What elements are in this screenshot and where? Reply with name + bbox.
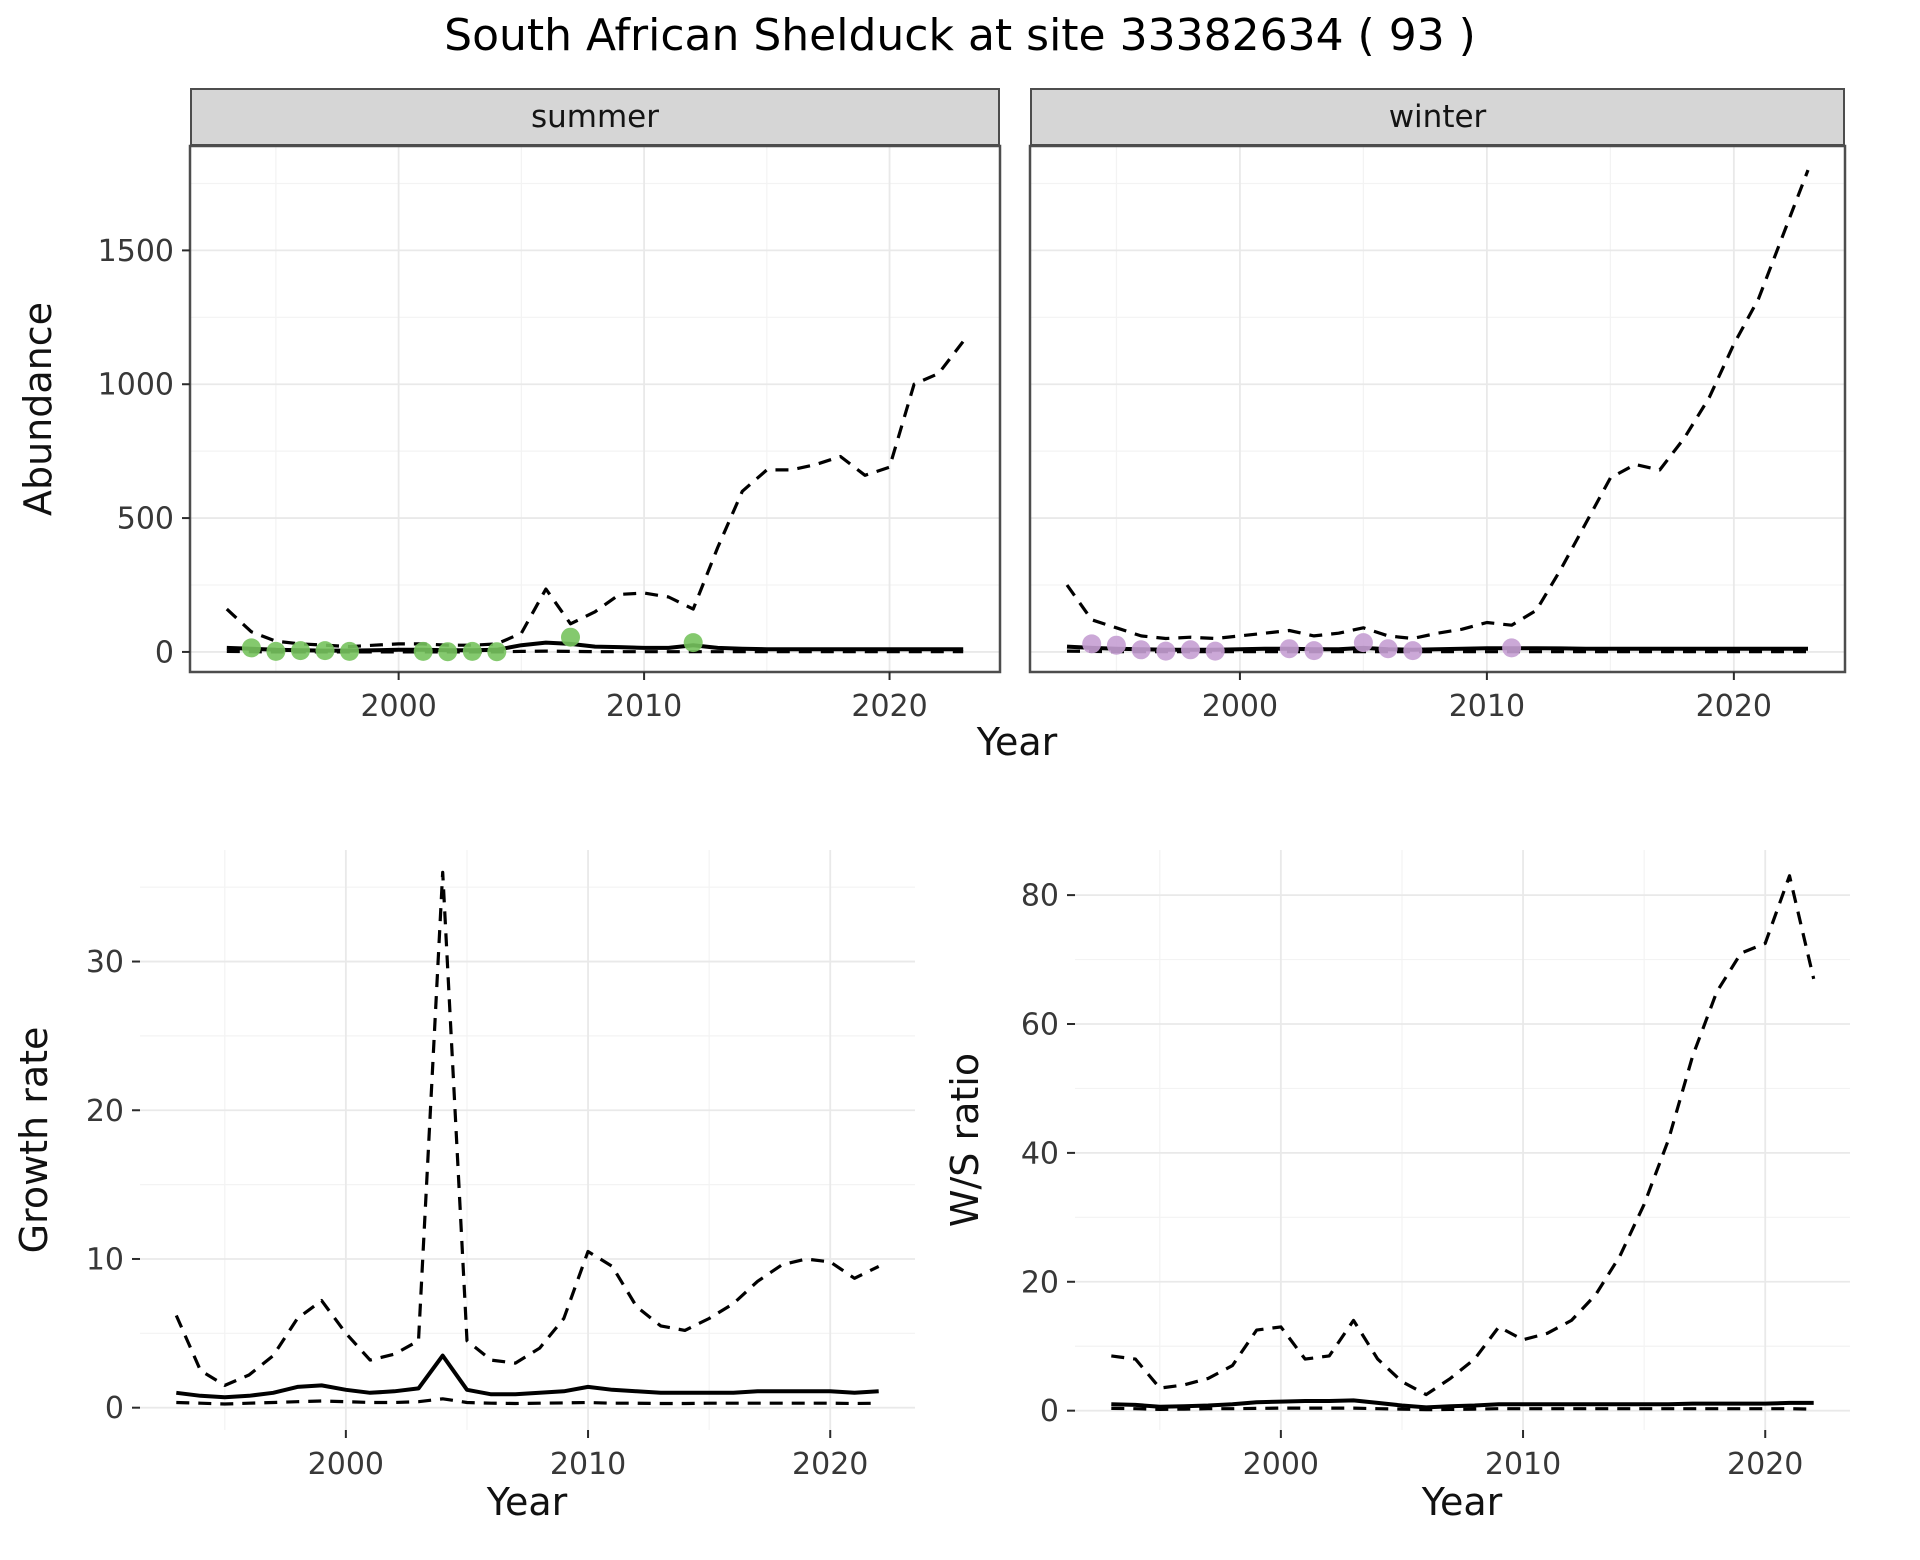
y-tick-label: 1000 xyxy=(98,368,174,403)
data-point xyxy=(1131,640,1151,660)
gridlines xyxy=(1030,146,1845,672)
data-point xyxy=(1082,634,1102,654)
observed-points xyxy=(1082,633,1522,661)
data-point xyxy=(1279,639,1299,659)
data-point xyxy=(1205,641,1225,661)
data-point xyxy=(438,642,458,662)
facet-strip-winter-label: winter xyxy=(1388,99,1487,135)
data-point xyxy=(241,638,261,658)
observed-points xyxy=(241,627,703,662)
series-mean xyxy=(176,1353,879,1400)
x-tick-label: 2000 xyxy=(308,1447,384,1482)
panel-background xyxy=(1075,850,1850,1430)
figure-title: South African Shelduck at site 33382634 … xyxy=(444,10,1476,61)
y-tick-label: 0 xyxy=(155,635,174,670)
y-tick-label: 30 xyxy=(86,945,124,980)
x-tick-label: 2020 xyxy=(792,1447,868,1482)
x-tick-label: 2010 xyxy=(1449,689,1525,724)
data-point xyxy=(1106,635,1126,655)
chart-panel-ws-ratio: 2000 2010 2020 0 20 40 60 80 xyxy=(1021,850,1850,1482)
axis-ticks: 2000 2010 2020 0 10 20 30 xyxy=(86,945,869,1482)
data-point xyxy=(1502,638,1522,658)
x-tick-label: 2020 xyxy=(1696,689,1772,724)
axis-ticks: 2000 2010 2020 0 500 1000 1500 xyxy=(98,234,928,724)
x-tick-label: 2020 xyxy=(851,689,927,724)
panel-border xyxy=(1028,144,1847,674)
x-tick-label: 2010 xyxy=(606,689,682,724)
series-mean xyxy=(1111,1398,1814,1410)
series-lower-ci xyxy=(176,1397,879,1406)
data-point xyxy=(1181,640,1200,660)
data-point xyxy=(1156,641,1176,661)
series-lower-ci xyxy=(1066,649,1808,654)
data-point xyxy=(291,641,310,661)
y-tick-label: 500 xyxy=(117,502,174,537)
data-point xyxy=(1378,639,1398,659)
data-point xyxy=(1353,633,1373,653)
panel-background xyxy=(190,146,1000,672)
data-point xyxy=(266,641,286,661)
data-point xyxy=(462,641,482,661)
y-axis-title-ws-ratio: W/S ratio xyxy=(943,1052,987,1228)
x-axis-title-top: Year xyxy=(976,720,1058,764)
y-tick-label: 60 xyxy=(1021,1008,1059,1043)
x-tick-label: 2010 xyxy=(1485,1447,1561,1482)
axis-ticks: 2000 2010 2020 xyxy=(1202,672,1772,724)
chart-panel-abundance-winter: 2000 2010 2020 xyxy=(1028,144,1847,724)
gridlines xyxy=(1075,850,1850,1430)
y-tick-label: 20 xyxy=(1021,1265,1059,1300)
data-point xyxy=(315,641,335,661)
x-tick-label: 2000 xyxy=(1243,1447,1319,1482)
facet-strip-summer-label: summer xyxy=(530,99,659,135)
data-point xyxy=(683,633,703,653)
y-tick-label: 40 xyxy=(1021,1136,1059,1171)
chart-panel-growth-rate: 2000 2010 2020 0 10 20 30 xyxy=(86,850,915,1482)
x-tick-label: 2000 xyxy=(360,689,436,724)
facet-strip-winter: winter xyxy=(1030,88,1845,146)
series-upper-ci xyxy=(1065,169,1810,641)
y-tick-label: 80 xyxy=(1021,879,1059,914)
data-point xyxy=(340,641,359,661)
axis-ticks: 2000 2010 2020 0 20 40 60 80 xyxy=(1021,879,1804,1482)
y-tick-label: 0 xyxy=(105,1391,124,1426)
y-axis-title-abundance: Abundance xyxy=(16,301,60,517)
facet-strip-summer: summer xyxy=(190,88,1000,146)
series-upper-ci xyxy=(174,870,880,1388)
data-point xyxy=(487,642,507,662)
x-tick-label: 2000 xyxy=(1202,689,1278,724)
chart-panel-abundance-summer: 2000 2010 2020 0 500 1000 1500 xyxy=(98,144,1002,724)
panel-background xyxy=(140,850,915,1430)
y-tick-label: 20 xyxy=(86,1094,124,1129)
panel-background xyxy=(1030,146,1845,672)
panel-border xyxy=(188,144,1002,674)
y-tick-label: 1500 xyxy=(98,234,174,269)
y-tick-label: 10 xyxy=(86,1242,124,1277)
x-tick-label: 2010 xyxy=(550,1447,626,1482)
data-point xyxy=(413,641,433,661)
data-point xyxy=(1304,641,1324,661)
x-axis-title-ws-ratio: Year xyxy=(1421,1480,1503,1524)
series-upper-ci xyxy=(1111,874,1816,1397)
x-tick-label: 2020 xyxy=(1727,1447,1803,1482)
y-tick-label: 0 xyxy=(1040,1394,1059,1429)
series-lower-ci xyxy=(1111,1406,1814,1412)
data-point xyxy=(561,627,580,647)
x-axis-title-growth-rate: Year xyxy=(486,1480,568,1524)
data-point xyxy=(1403,641,1423,661)
y-axis-title-growth-rate: Growth rate xyxy=(12,1026,56,1254)
